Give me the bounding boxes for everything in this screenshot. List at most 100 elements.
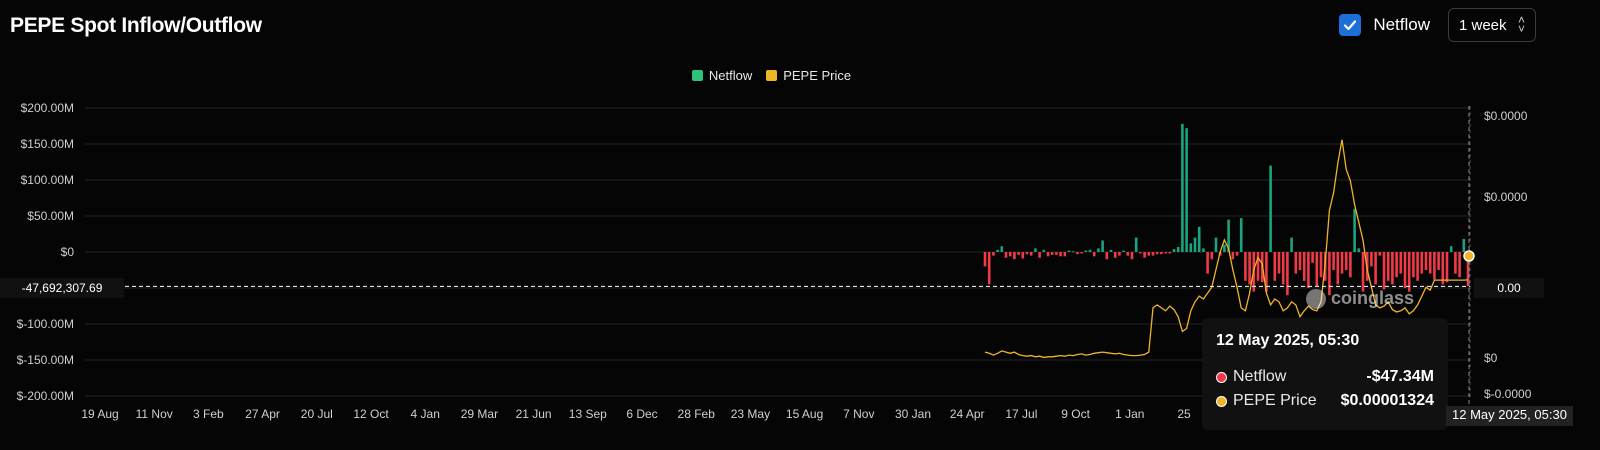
y-tick-label: $0 [61, 245, 75, 259]
netflow-bar [1311, 252, 1314, 263]
netflow-bar [1101, 240, 1104, 252]
netflow-bar [1307, 252, 1310, 288]
netflow-bar [1168, 252, 1172, 254]
tooltip-dot-netflow [1216, 371, 1227, 383]
x-tick-label: 6 Dec [626, 407, 657, 421]
netflow-bar [1449, 246, 1453, 252]
netflow-bar [1080, 252, 1083, 254]
netflow-bar [1386, 252, 1390, 281]
netflow-bar [1034, 248, 1037, 252]
y-axis-right-labels: $0.0000 $0.0000 $0 $-0.0000 [1484, 109, 1532, 401]
netflow-bars [983, 123, 1470, 296]
page-title: PEPE Spot Inflow/Outflow [10, 14, 262, 37]
y-tick-label: $150.00M [21, 137, 74, 151]
netflow-bar [1374, 252, 1377, 285]
y-tick-label: $-200.00M [17, 389, 74, 403]
legend-item-price[interactable]: PEPE Price [766, 68, 851, 83]
netflow-bar [1357, 248, 1361, 252]
netflow-bar [1428, 252, 1432, 274]
netflow-bar [1046, 252, 1050, 257]
netflow-bar [1239, 218, 1243, 252]
netflow-bar [1013, 252, 1016, 260]
x-tick-label: 7 Nov [843, 407, 874, 421]
netflow-bar [1206, 252, 1209, 274]
x-tick-label: 13 Sep [569, 407, 607, 421]
netflow-bar [1437, 252, 1440, 270]
x-axis-labels: 19 Aug 11 Nov 3 Feb 27 Apr 20 Jul 12 Oct 4 Jan… [81, 407, 1191, 421]
legend-swatch-price [766, 70, 778, 81]
netflow-checkbox-label[interactable]: Netflow [1373, 15, 1430, 34]
crosshair-right-value: 0.00 [1474, 278, 1544, 298]
price-line [984, 139, 1469, 359]
netflow-bar [1038, 252, 1041, 258]
y-tick-label: $-100.00M [17, 317, 74, 331]
interval-select[interactable]: 1 week ˄ ˅ [1448, 8, 1536, 42]
netflow-bar [1143, 252, 1146, 258]
netflow-bar [1076, 252, 1079, 255]
x-tick-label: 12 Oct [353, 407, 389, 421]
y-axis-left-labels: $200.00M $150.00M $100.00M $50.00M $0 $-100.0… [17, 101, 75, 403]
netflow-bar [1067, 250, 1071, 252]
netflow-bar [1185, 128, 1188, 252]
netflow-bar [1126, 252, 1130, 256]
x-tick-label: 15 Aug [786, 407, 823, 421]
netflow-bar [1391, 252, 1394, 285]
netflow-bar [1155, 252, 1159, 255]
watermark-text: coinglass [1331, 288, 1415, 308]
crosshair-date-label: 12 May 2025, 05:30 [1446, 406, 1573, 426]
netflow-bar [1256, 252, 1260, 281]
netflow-bar [1424, 252, 1428, 270]
netflow-bar [1097, 248, 1100, 252]
netflow-bar [1197, 226, 1201, 252]
netflow-bar [1244, 252, 1247, 281]
netflow-bar [1050, 252, 1054, 255]
tooltip-row-price: PEPE Price $0.00001324 [1216, 392, 1434, 410]
y-right-tick-label: $-0.0000 [1484, 387, 1532, 401]
tooltip-dot-price [1216, 395, 1227, 407]
x-tick-label: 11 Nov [136, 407, 173, 421]
netflow-bar [1029, 252, 1033, 256]
netflow-bar [1189, 243, 1193, 252]
interval-select-value: 1 week [1459, 16, 1507, 34]
x-tick-label: 27 Apr [245, 407, 280, 421]
netflow-bar [1025, 252, 1029, 255]
netflow-bar [1071, 251, 1075, 253]
netflow-bar [1151, 252, 1155, 256]
legend-item-netflow[interactable]: Netflow [691, 68, 752, 83]
netflow-bar [1420, 252, 1424, 274]
netflow-bar [1176, 246, 1180, 252]
netflow-bar [1382, 252, 1386, 290]
netflow-bar [1227, 219, 1230, 252]
netflow-bar [1407, 252, 1411, 292]
netflow-bar [1055, 252, 1058, 255]
x-tick-label: 20 Jul [301, 407, 333, 421]
netflow-bar [1277, 252, 1281, 274]
netflow-bar [1445, 252, 1449, 283]
netflow-bar [1454, 252, 1457, 274]
netflow-checkbox[interactable] [1339, 14, 1362, 36]
legend-label-price: PEPE Price [783, 68, 852, 83]
netflow-bar [1462, 239, 1466, 252]
y-tick-label: $100.00M [21, 173, 74, 187]
netflow-bar [1353, 208, 1356, 252]
x-tick-label: 21 Jun [516, 407, 552, 421]
netflow-bar [1113, 252, 1117, 258]
netflow-bar [1269, 165, 1272, 252]
netflow-bar [992, 252, 995, 256]
netflow-bar [1181, 123, 1184, 252]
netflow-bar [1004, 252, 1008, 258]
netflow-bar [1349, 252, 1352, 278]
y-tick-label: $50.00M [27, 209, 74, 223]
netflow-bar [1433, 252, 1436, 280]
netflow-bar [1223, 244, 1226, 252]
chart-tooltip: 12 May 2025, 05:30 Netflow -$47.34M PEPE… [1202, 318, 1448, 430]
netflow-bar [1298, 252, 1302, 270]
netflow-bar [1458, 252, 1461, 278]
netflow-bar [1412, 252, 1415, 278]
chart-controls: Netflow 1 week ˄ ˅ [1339, 8, 1536, 42]
netflow-bar [1122, 250, 1125, 252]
netflow-bar [1328, 252, 1331, 296]
netflow-bar [1109, 249, 1113, 252]
netflow-bar [1281, 252, 1285, 285]
